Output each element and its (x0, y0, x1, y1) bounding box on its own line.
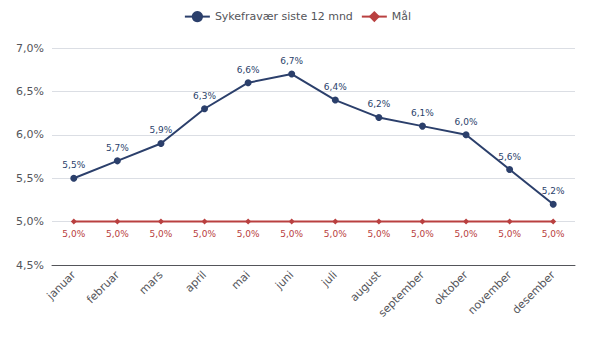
svg-text:juni: juni (272, 268, 296, 292)
svg-text:6,3%: 6,3% (193, 91, 216, 101)
svg-text:6,4%: 6,4% (324, 82, 347, 92)
svg-text:januar: januar (44, 268, 79, 303)
svg-text:5,9%: 5,9% (150, 125, 173, 135)
svg-text:7,0%: 7,0% (16, 42, 44, 55)
svg-text:6,6%: 6,6% (237, 65, 260, 75)
svg-text:november: november (466, 268, 515, 317)
svg-text:5,0%: 5,0% (498, 229, 521, 239)
svg-text:5,0%: 5,0% (367, 229, 390, 239)
svg-text:august: august (348, 268, 384, 304)
svg-text:5,0%: 5,0% (324, 229, 347, 239)
svg-text:5,0%: 5,0% (280, 229, 303, 239)
svg-text:5,0%: 5,0% (411, 229, 434, 239)
svg-text:april: april (183, 268, 209, 294)
svg-text:5,2%: 5,2% (542, 186, 565, 196)
svg-text:6,0%: 6,0% (455, 117, 478, 127)
svg-text:oktober: oktober (431, 268, 470, 307)
svg-text:Mål: Mål (392, 10, 411, 23)
svg-text:mai: mai (229, 268, 253, 292)
svg-text:6,7%: 6,7% (280, 56, 303, 66)
svg-text:5,7%: 5,7% (106, 143, 129, 153)
svg-text:5,5%: 5,5% (16, 172, 44, 185)
svg-text:6,1%: 6,1% (411, 108, 434, 118)
svg-text:desember: desember (510, 268, 559, 317)
svg-text:Sykefravær siste 12 mnd: Sykefravær siste 12 mnd (215, 10, 353, 23)
svg-text:september: september (376, 268, 428, 320)
svg-text:5,0%: 5,0% (16, 215, 44, 228)
svg-text:juli: juli (319, 268, 340, 289)
svg-text:februar: februar (84, 268, 122, 306)
svg-text:6,5%: 6,5% (16, 85, 44, 98)
svg-text:mars: mars (137, 268, 166, 297)
svg-text:5,6%: 5,6% (498, 152, 521, 162)
svg-text:6,0%: 6,0% (16, 128, 44, 141)
svg-text:4,5%: 4,5% (16, 259, 44, 272)
svg-text:5,5%: 5,5% (62, 160, 85, 170)
svg-text:5,0%: 5,0% (150, 229, 173, 239)
svg-text:6,2%: 6,2% (367, 99, 390, 109)
svg-text:5,0%: 5,0% (237, 229, 260, 239)
svg-text:5,0%: 5,0% (62, 229, 85, 239)
svg-text:5,0%: 5,0% (542, 229, 565, 239)
svg-text:5,0%: 5,0% (193, 229, 216, 239)
svg-text:5,0%: 5,0% (455, 229, 478, 239)
svg-text:5,0%: 5,0% (106, 229, 129, 239)
